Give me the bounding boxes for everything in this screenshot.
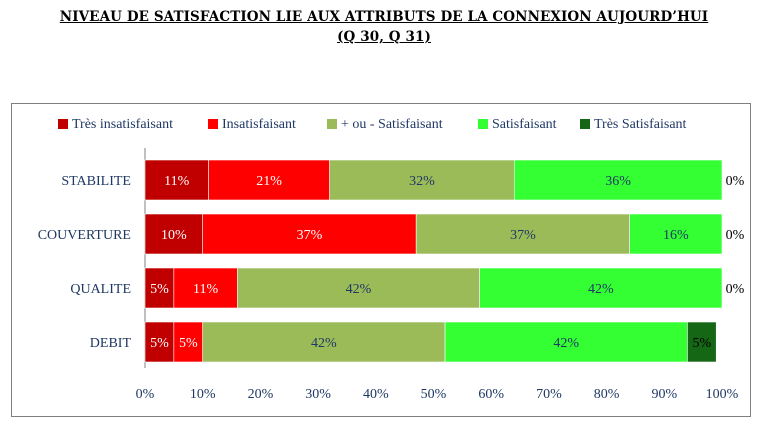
- legend-swatch: [478, 119, 488, 129]
- x-tick-label: 30%: [305, 387, 331, 402]
- bar-segment: [479, 267, 723, 309]
- bar-segment: [208, 159, 330, 201]
- data-label: 0%: [726, 228, 745, 243]
- bar-segment: [144, 267, 175, 309]
- chart-subtitle: (Q 30, Q 31): [337, 29, 431, 45]
- category-label: STABILITE: [61, 174, 131, 189]
- chart-title: NIVEAU DE SATISFACTION LIE AUX ATTRIBUTS…: [59, 9, 709, 25]
- legend-item: Très Satisfaisant: [580, 117, 686, 133]
- data-label: 32%: [409, 174, 435, 189]
- data-label: 0%: [726, 174, 745, 189]
- bar-segment: [202, 213, 417, 255]
- bar-segment: [687, 321, 717, 363]
- bar-segment: [415, 213, 630, 255]
- x-tick-label: 60%: [478, 387, 504, 402]
- chart-legend: Très insatisfaisant Insatisfaisant + ou - …: [0, 117, 768, 135]
- data-label: 36%: [605, 174, 631, 189]
- data-label: 5%: [150, 336, 169, 351]
- x-tick-label: 80%: [594, 387, 620, 402]
- legend-label: + ou - Satisfaisant: [341, 117, 443, 132]
- bar-segment: [173, 321, 204, 363]
- x-tick-label: 10%: [190, 387, 216, 402]
- x-tick-label: 50%: [421, 387, 447, 402]
- bar-segment: [329, 159, 515, 201]
- data-label: 5%: [150, 282, 169, 297]
- data-label: 16%: [663, 228, 689, 243]
- data-label: 42%: [588, 282, 614, 297]
- data-label: 42%: [553, 336, 579, 351]
- bar-segment: [513, 159, 723, 201]
- data-label: 37%: [297, 228, 323, 243]
- bar-segment: [144, 159, 209, 201]
- data-label: 42%: [311, 336, 337, 351]
- category-label: QUALITE: [70, 282, 131, 297]
- data-label: 10%: [161, 228, 187, 243]
- bar-segment: [237, 267, 480, 309]
- legend-swatch: [580, 119, 590, 129]
- bar-segment: [144, 321, 175, 363]
- category-label: DEBIT: [90, 336, 132, 351]
- bar-segment: [173, 267, 238, 309]
- data-label: 0%: [726, 282, 745, 297]
- x-tick-label: 0%: [136, 387, 155, 402]
- x-tick-label: 100%: [706, 387, 739, 402]
- x-tick-label: 90%: [651, 387, 677, 402]
- legend-label: Insatisfaisant: [222, 117, 296, 132]
- bar-segment: [202, 321, 446, 363]
- data-label: 21%: [256, 174, 282, 189]
- legend-swatch: [58, 119, 68, 129]
- legend-swatch: [327, 119, 337, 129]
- chart-frame: [11, 103, 751, 417]
- data-label: 37%: [510, 228, 536, 243]
- legend-item: Satisfaisant: [478, 117, 557, 133]
- legend-item: Très insatisfaisant: [58, 117, 173, 133]
- bar-segment: [444, 321, 688, 363]
- legend-item: Insatisfaisant: [208, 117, 296, 133]
- x-tick-label: 70%: [536, 387, 562, 402]
- data-label: 5%: [179, 336, 198, 351]
- bar-segment: [629, 213, 723, 255]
- data-label: 11%: [193, 282, 218, 297]
- data-label: 42%: [346, 282, 372, 297]
- x-tick-label: 40%: [363, 387, 389, 402]
- x-tick-label: 20%: [248, 387, 274, 402]
- legend-label: Satisfaisant: [492, 117, 557, 132]
- legend-item: + ou - Satisfaisant: [327, 117, 443, 133]
- legend-swatch: [208, 119, 218, 129]
- data-label: 5%: [692, 336, 711, 351]
- data-label: 11%: [164, 174, 189, 189]
- legend-label: Très insatisfaisant: [72, 117, 173, 132]
- category-label: COUVERTURE: [38, 228, 131, 243]
- legend-label: Très Satisfaisant: [594, 117, 687, 132]
